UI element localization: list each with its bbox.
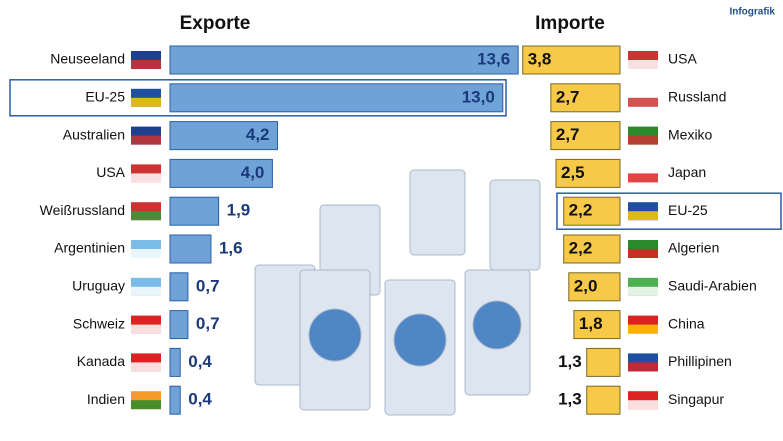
value-label: 13,0 [462,87,495,106]
flag [131,362,161,372]
category-label: Saudi-Arabien [668,278,757,294]
value-label: 13,6 [477,49,510,68]
category-label: Indien [87,391,125,407]
value-label: 0,4 [188,390,212,409]
category-label: Argentinien [54,240,125,256]
value-label: 4,2 [246,125,270,144]
bar [169,234,212,264]
bar [563,234,621,264]
flag [131,173,161,183]
chart-title: Importe [535,13,605,34]
value-label: 1,9 [227,201,251,220]
category-label: Australien [63,126,125,142]
value-label: 2,7 [556,125,580,144]
value-label: 4,0 [241,163,265,182]
bar [169,310,189,340]
bar [169,121,279,151]
flag [628,286,658,296]
value-label: 1,3 [558,352,582,371]
bar [169,385,181,415]
value-label: 2,5 [561,163,585,182]
flag [628,400,658,410]
flag [131,400,161,410]
category-label: Weißrussland [40,202,125,218]
value-label: 2,7 [556,87,580,106]
category-label: Schweiz [73,315,125,331]
flag [628,362,658,372]
bar [563,196,621,226]
value-label: 0,4 [188,352,212,371]
chart-title: Exporte [180,13,251,34]
category-label: EU-25 [85,89,125,105]
flag [131,286,161,296]
bar [169,347,181,377]
bar [555,158,621,188]
flag [131,211,161,221]
value-label: 0,7 [196,314,220,333]
bar [586,385,621,415]
bar [169,45,519,75]
value-label: 2,2 [569,238,593,257]
bar [568,272,621,302]
value-label: 0,7 [196,276,220,295]
category-label: Uruguay [72,278,125,294]
flag [628,135,658,145]
flag [628,324,658,334]
category-label: EU-25 [668,202,708,218]
flag [131,324,161,334]
category-label: China [668,315,705,331]
bar [169,83,504,113]
milk-cartons [254,169,541,416]
bar [550,83,621,113]
flag [628,97,658,107]
bar [550,121,621,151]
value-label: 1,6 [219,238,243,257]
flag [131,249,161,258]
bar [573,310,621,340]
flag [628,211,658,221]
category-label: Mexiko [668,126,713,142]
flag [628,173,658,183]
category-label: USA [96,164,125,180]
value-label: 3,8 [528,49,552,68]
flag [628,249,658,258]
bar [169,196,220,226]
bar [169,158,273,188]
highlight-box [9,79,507,117]
highlight-box [556,192,782,230]
category-label: Phillipinen [668,353,732,369]
value-label: 2,2 [569,201,593,220]
category-label: Kanada [77,353,125,369]
flag [131,135,161,145]
source-logo: Infografik [729,7,775,18]
bar [522,45,621,75]
value-label: 1,8 [579,314,603,333]
bar [586,347,621,377]
flag [131,97,161,107]
flag [628,60,658,69]
bar [169,272,189,302]
category-label: Algerien [668,240,719,256]
category-label: USA [668,51,697,67]
category-label: Singapur [668,391,724,407]
value-label: 2,0 [574,276,598,295]
category-label: Russland [668,89,726,105]
category-label: Japan [668,164,706,180]
value-label: 1,3 [558,390,582,409]
flag [131,60,161,69]
category-label: Neuseeland [50,51,125,67]
